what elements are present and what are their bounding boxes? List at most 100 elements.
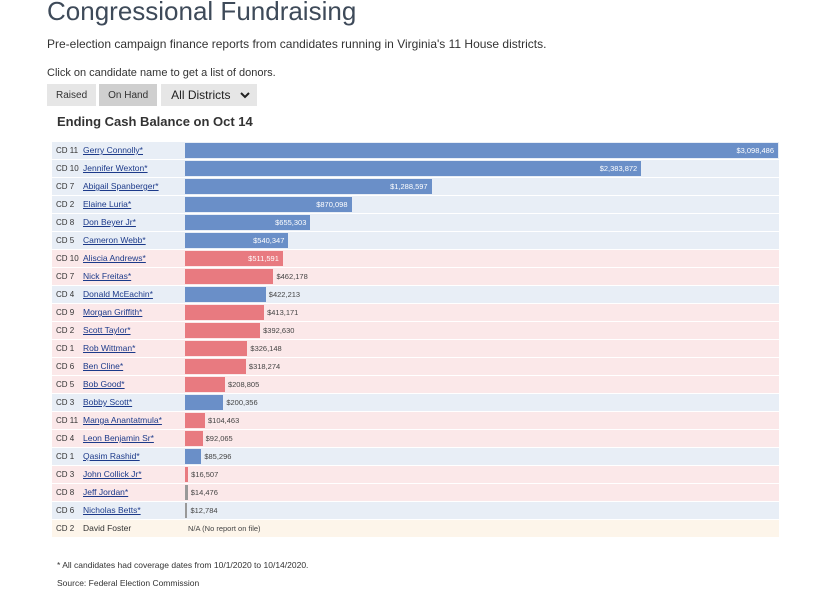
district-label: CD 4	[56, 434, 75, 443]
district-label: CD 8	[56, 488, 75, 497]
candidate-name-link[interactable]: Elaine Luria*	[83, 199, 132, 209]
candidate-name-link[interactable]: Rob Wittman*	[83, 343, 136, 353]
candidate-name-link[interactable]: Donald McEachin*	[83, 289, 153, 299]
table-row	[52, 520, 779, 537]
candidate-name-link[interactable]: Aliscia Andrews*	[83, 253, 146, 263]
value-label: $1,288,597	[390, 182, 428, 191]
chart-title: Ending Cash Balance on Oct 14	[57, 114, 253, 129]
source-note: Source: Federal Election Commission	[57, 578, 200, 588]
table-row	[52, 232, 779, 249]
bar	[185, 449, 202, 464]
candidate-name-link[interactable]: Don Beyer Jr*	[83, 217, 136, 227]
value-label: $413,171	[267, 308, 299, 317]
instruction-text: Click on candidate name to get a list of…	[47, 67, 276, 79]
raised-toggle-button[interactable]: Raised	[47, 84, 97, 106]
view-controls: Raised On Hand All Districts	[47, 84, 257, 106]
value-label: N/A (No report on file)	[188, 524, 261, 533]
district-label: CD 2	[56, 200, 75, 209]
bar	[185, 287, 266, 302]
district-label: CD 6	[56, 362, 75, 371]
table-row	[52, 358, 779, 375]
table-row	[52, 214, 779, 231]
value-label: $85,296	[204, 452, 232, 461]
value-label: $318,274	[248, 362, 281, 371]
table-row	[52, 376, 779, 393]
bar	[185, 377, 225, 392]
value-label: $2,383,872	[599, 164, 638, 173]
value-label: $462,178	[276, 272, 308, 281]
district-label: CD 1	[56, 452, 75, 461]
candidate-name-link[interactable]: Nicholas Betts*	[83, 505, 141, 515]
value-label: $3,098,486	[736, 146, 774, 155]
district-label: CD 5	[56, 380, 75, 389]
value-label: $422,213	[268, 290, 301, 299]
district-label: CD 8	[56, 218, 75, 227]
bar	[185, 161, 642, 176]
value-label: $92,065	[205, 434, 233, 443]
cash-balance-chart: CD 11 Gerry Connolly* $3,098,486 CD 10 Jenni…	[52, 142, 779, 538]
value-label: $326,148	[250, 344, 282, 353]
bar	[185, 179, 432, 194]
candidate-name-link[interactable]: Ben Cline*	[83, 361, 124, 371]
district-label: CD 11	[56, 416, 79, 425]
bar	[185, 503, 188, 518]
bar	[185, 485, 188, 500]
district-select[interactable]: All Districts	[161, 84, 257, 106]
value-label: $392,630	[263, 326, 295, 335]
bar	[185, 359, 246, 374]
page-subtitle: Pre-election campaign finance reports fr…	[47, 37, 547, 51]
candidate-name-link[interactable]: John Collick Jr*	[83, 469, 142, 479]
candidate-name-link[interactable]: Bob Good*	[83, 379, 125, 389]
table-row	[52, 412, 779, 429]
candidate-name-link[interactable]: Cameron Webb*	[83, 235, 146, 245]
candidate-name-link[interactable]: Leon Benjamin Sr*	[83, 433, 154, 443]
district-label: CD 3	[56, 470, 75, 479]
bar	[185, 269, 274, 284]
bar	[185, 413, 205, 428]
district-label: CD 11	[56, 146, 79, 155]
candidate-name-link[interactable]: Scott Taylor*	[83, 325, 131, 335]
table-row	[52, 484, 779, 501]
district-label: CD 2	[56, 326, 75, 335]
bar	[185, 467, 189, 482]
table-row	[52, 502, 779, 519]
district-label: CD 10	[56, 164, 79, 173]
value-label: $16,507	[191, 470, 219, 479]
chevron-down-icon	[239, 92, 250, 99]
table-row	[52, 322, 779, 339]
candidate-name-link[interactable]: Morgan Griffith*	[83, 307, 143, 317]
candidate-name-link[interactable]: Abigail Spanberger*	[83, 181, 159, 191]
value-label: $511,591	[248, 254, 279, 263]
table-row	[52, 466, 779, 483]
district-label: CD 9	[56, 308, 75, 317]
bar	[185, 251, 283, 266]
on-hand-toggle-button[interactable]: On Hand	[99, 84, 158, 106]
candidate-name-link[interactable]: Jennifer Wexton*	[83, 163, 148, 173]
page-title: Congressional Fundraising	[47, 0, 357, 26]
candidate-name-link: David Foster	[83, 523, 132, 533]
bar	[185, 143, 778, 158]
candidate-name-link[interactable]: Manga Anantatmula*	[83, 415, 162, 425]
candidate-name-link[interactable]: Bobby Scott*	[83, 397, 133, 407]
district-label: CD 4	[56, 290, 75, 299]
value-label: $208,805	[227, 380, 260, 389]
value-label: $540,347	[253, 236, 285, 245]
table-row	[52, 268, 779, 285]
district-label: CD 6	[56, 506, 75, 515]
value-label: $14,476	[190, 488, 218, 497]
candidate-name-link[interactable]: Nick Freitas*	[83, 271, 132, 281]
bar	[185, 197, 352, 212]
candidate-name-link[interactable]: Jeff Jordan*	[83, 487, 129, 497]
bar	[185, 305, 265, 320]
bar	[185, 215, 311, 230]
table-row	[52, 286, 779, 303]
table-row	[52, 394, 779, 411]
district-label: CD 2	[56, 524, 75, 533]
candidate-name-link[interactable]: Gerry Connolly*	[83, 145, 143, 155]
candidate-name-link[interactable]: Qasim Rashid*	[83, 451, 140, 461]
bar	[185, 233, 289, 248]
bar	[185, 341, 248, 356]
value-label: $655,303	[275, 218, 307, 227]
district-label: CD 7	[56, 272, 75, 281]
table-row	[52, 250, 779, 267]
